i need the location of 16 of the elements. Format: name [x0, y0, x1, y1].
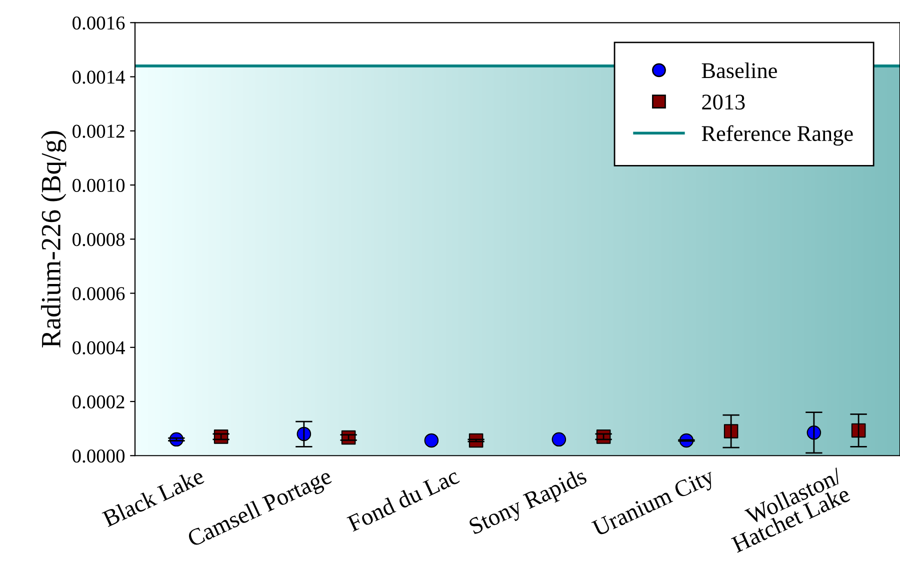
y-tick-label: 0.0014 [72, 70, 125, 84]
y-tick-label: 0.0002 [72, 395, 124, 409]
legend-label: 2013 [702, 94, 745, 110]
y-tick-label: 0.0006 [72, 287, 125, 300]
legend-label: Baseline [702, 62, 777, 78]
y-tick-label: 0.0000 [72, 449, 125, 463]
y-tick-label: 0.0004 [72, 341, 125, 354]
y-tick-label: 0.0012 [72, 124, 124, 138]
x-tick-label: Fond du Lac [346, 467, 460, 532]
y-tick-label: 0.0008 [72, 232, 125, 246]
x-tick-label: Black Lake [101, 467, 206, 528]
x-tick-label: Stony Rapids [468, 467, 590, 540]
legend-label: Reference Range [702, 125, 853, 146]
y-tick-label: 0.0016 [72, 16, 125, 30]
y-tick-label: 0.0010 [72, 178, 125, 192]
y-axis-title: Radium-226 (Bq/g) [40, 131, 66, 348]
